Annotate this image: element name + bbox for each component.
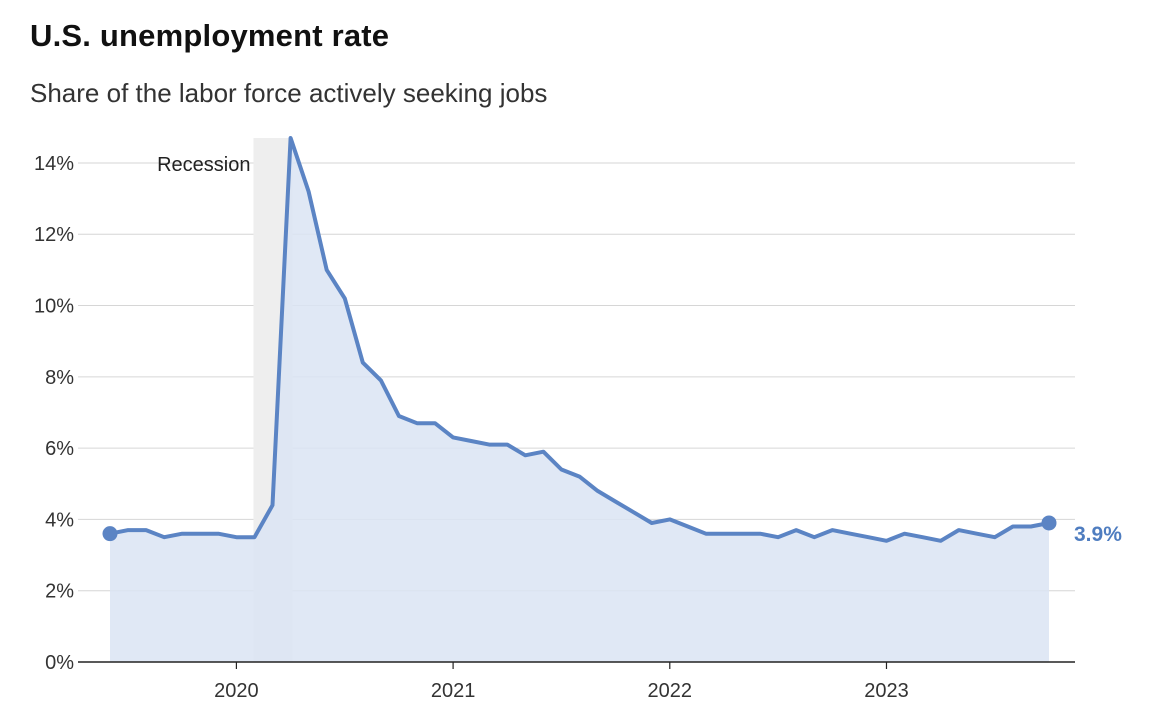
area-layer	[110, 138, 1049, 662]
x-tick-label: 2022	[648, 680, 693, 702]
y-tick-label: 12%	[34, 224, 74, 246]
y-tick-label: 6%	[45, 438, 74, 460]
label-layer: 0% 2% 4% 6% 8% 10% 12% 14% Recession 2020 2021 2022…	[34, 153, 1122, 702]
end-value-label: 3.9%	[1074, 523, 1122, 546]
x-tick-label: 2023	[864, 680, 909, 702]
y-tick-label: 4%	[45, 509, 74, 531]
line-layer	[102, 136, 1057, 543]
y-tick-label: 2%	[45, 581, 74, 603]
start-point	[102, 526, 118, 542]
x-tick-label: 2020	[214, 680, 259, 702]
y-tick-label: 0%	[45, 652, 74, 674]
chart-subtitle: Share of the labor force actively seekin…	[30, 78, 548, 108]
y-tick-label: 14%	[34, 153, 74, 175]
y-tick-label: 10%	[34, 296, 74, 318]
y-tick-label: 8%	[45, 367, 74, 389]
area-fill	[110, 138, 1049, 662]
axis-layer	[78, 661, 1075, 669]
x-tick-label: 2021	[431, 680, 476, 702]
end-point	[1041, 515, 1057, 531]
chart-title: U.S. unemployment rate	[30, 18, 390, 53]
series-line	[108, 136, 1051, 543]
recession-label: Recession	[157, 154, 250, 176]
